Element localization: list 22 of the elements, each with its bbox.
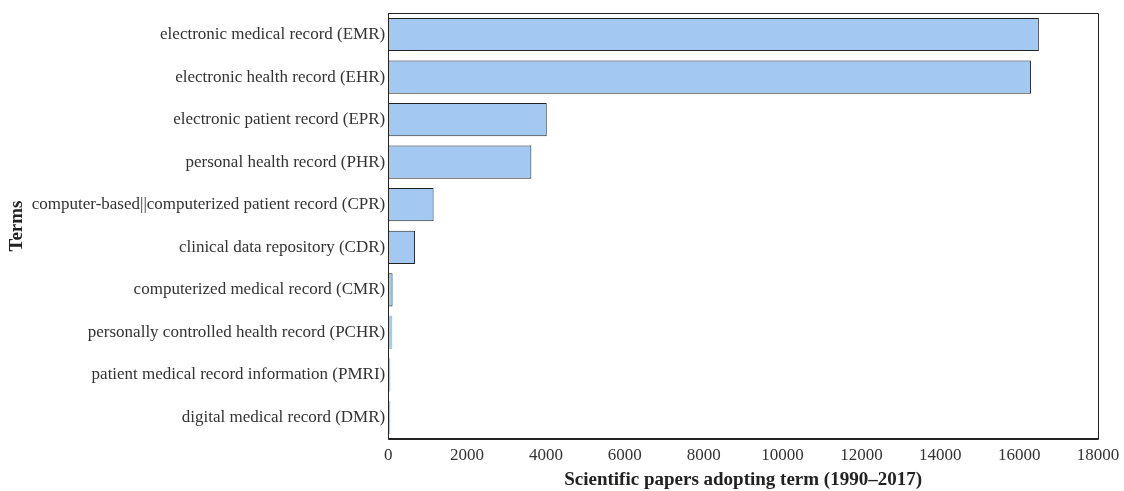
x-tick-label: 18000 — [1076, 445, 1120, 465]
y-tick-label: electronic medical record (EMR) — [160, 23, 386, 43]
y-tick-label: personally controlled health record (PCHR) — [87, 321, 386, 341]
x-tick-label: 0 — [383, 445, 393, 465]
x-tick-label: 14000 — [919, 445, 962, 465]
x-tick-label: 8000 — [686, 445, 721, 465]
x-tick-label: 10000 — [761, 445, 804, 465]
y-tick-label: electronic patient record (EPR) — [173, 109, 386, 129]
x-tick-label: 6000 — [607, 445, 642, 465]
y-tick-label: electronic health record (EHR) — [175, 66, 386, 86]
y-axis-title: Terms — [5, 200, 27, 252]
y-tick-label: computerized medical record (CMR) — [133, 279, 386, 299]
x-axis-title: Scientific papers adopting term (1990–2017) — [564, 467, 923, 490]
x-tick-label: 4000 — [528, 445, 563, 465]
x-tick-label: 12000 — [840, 445, 883, 465]
x-tick-label: 2000 — [450, 445, 485, 465]
y-tick-label: personal health record (PHR) — [185, 151, 386, 171]
y-tick-label: clinical data repository (CDR) — [178, 236, 386, 256]
y-tick-label: computer-based||computerized patient record (CPR) — [31, 194, 386, 214]
y-tick-label: patient medical record information (PMRI) — [91, 364, 386, 384]
y-tick-label: digital medical record (DMR) — [181, 406, 386, 426]
x-tick-label: 16000 — [997, 445, 1041, 465]
